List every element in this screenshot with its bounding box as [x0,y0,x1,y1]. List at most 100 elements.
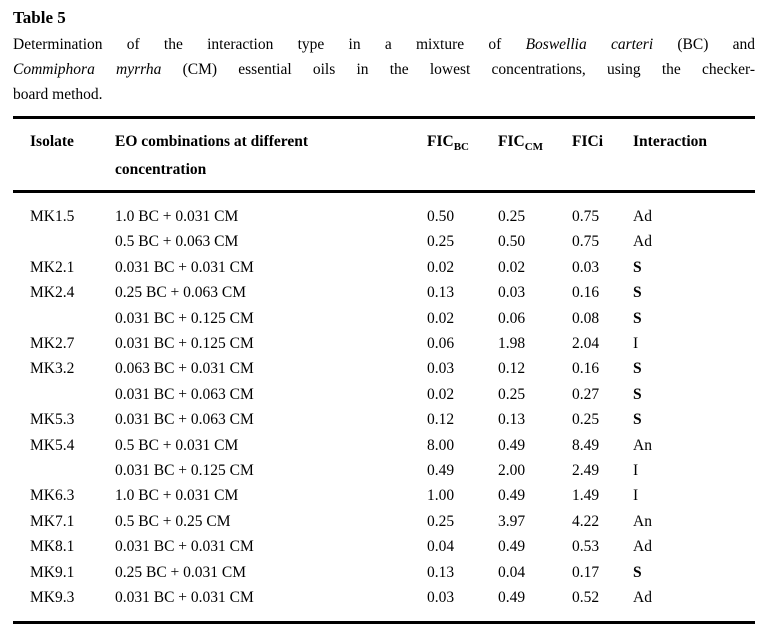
cell-fic-bc: 1.00 [427,487,455,505]
cell-eo-combination: 0.031 BC + 0.063 CM [115,411,254,429]
cell-isolate: MK9.1 [30,563,75,581]
cell-isolate: MK5.4 [30,436,75,454]
caption-text: (BC) and [653,36,755,53]
cell-interaction: Ad [633,538,652,556]
cell-fic-cm: 0.50 [498,233,526,251]
cell-fici: 1.49 [572,487,600,505]
cell-eo-combination: 0.25 BC + 0.063 CM [115,284,247,302]
cell-fic-cm: 0.12 [498,360,526,378]
cell-isolate: MK2.4 [30,284,75,302]
fic-bc-subscript: BC [453,141,469,154]
cell-interaction: I [633,487,639,505]
cell-eo-combination: 0.031 BC + 0.031 CM [115,538,254,556]
cell-interaction: S [633,563,642,581]
table-row: 0.5 BC + 0.063 CM 0.25 0.50 0.75 Ad [13,229,755,254]
table-row: MK2.4 0.25 BC + 0.063 CM 0.13 0.03 0.16 … [13,280,755,305]
cell-fic-cm: 0.49 [498,487,526,505]
cell-isolate: MK9.3 [30,589,75,607]
cell-fic-bc: 0.25 [427,233,455,251]
cell-isolate [13,306,115,331]
cell-fic-bc: 0.02 [427,258,455,276]
cell-interaction: S [633,385,642,403]
cell-isolate: MK7.1 [30,512,75,530]
cell-fic-bc: 0.03 [427,589,455,607]
caption-line-1: Determination of the interaction type in… [13,32,755,57]
cell-isolate: MK3.2 [30,360,75,378]
cell-fic-cm: 2.00 [498,462,526,480]
cell-fic-bc: 8.00 [427,436,455,454]
cell-eo-combination: 0.031 BC + 0.031 CM [115,589,254,607]
cell-interaction: S [633,309,642,327]
cell-isolate [13,458,115,483]
cell-interaction: Ad [633,208,652,225]
table-row: 0.031 BC + 0.063 CM 0.02 0.25 0.27 S [13,382,755,407]
cell-eo-combination: 1.0 BC + 0.031 CM [115,208,239,225]
cell-fic-cm: 0.49 [498,538,526,556]
cell-eo-combination: 0.031 BC + 0.063 CM [115,385,254,403]
column-header-fici: FICi [572,117,633,193]
cell-fic-bc: 0.13 [427,284,455,302]
table-row: MK5.4 0.5 BC + 0.031 CM 8.00 0.49 8.49 A… [13,433,755,458]
cell-fici: 4.22 [572,512,600,530]
cell-eo-combination: 0.5 BC + 0.25 CM [115,512,231,530]
table-row: MK9.1 0.25 BC + 0.031 CM 0.13 0.04 0.17 … [13,560,755,585]
caption-text: Determination of the interaction type in… [13,36,526,53]
cell-fic-cm: 0.49 [498,589,526,607]
cell-fic-bc: 0.13 [427,563,455,581]
cell-eo-combination: 0.5 BC + 0.031 CM [115,436,239,454]
cell-fici: 0.53 [572,538,600,556]
cell-eo-combination: 0.031 BC + 0.031 CM [115,258,254,276]
caption-line-2: Commiphora myrrha (CM) essential oils in… [13,57,755,82]
cell-isolate: MK2.7 [30,335,75,353]
cell-fic-cm: 0.03 [498,284,526,302]
cell-eo-combination: 0.25 BC + 0.031 CM [115,563,247,581]
column-header-interaction: Interaction [633,117,755,193]
cell-interaction: S [633,411,642,429]
cell-interaction: S [633,258,642,276]
cell-isolate [13,229,115,254]
cell-fic-cm: 0.25 [498,385,526,403]
cell-interaction: S [633,284,642,302]
cell-fic-cm: 0.04 [498,563,526,581]
column-header-eo-combinations: EO combinations at different concentrati… [115,117,427,193]
column-header-fic-cm: FICCM [498,117,572,193]
cell-fic-bc: 0.49 [427,462,455,480]
cell-eo-combination: 0.031 BC + 0.125 CM [115,335,254,353]
cell-fic-bc: 0.25 [427,512,455,530]
cell-isolate [13,382,115,407]
cell-fic-bc: 0.04 [427,538,455,556]
table-row: MK7.1 0.5 BC + 0.25 CM 0.25 3.97 4.22 An [13,509,755,534]
table-row: MK9.3 0.031 BC + 0.031 CM 0.03 0.49 0.52… [13,585,755,622]
cell-interaction: An [633,436,652,454]
results-table: Isolate EO combinations at different con… [13,116,755,624]
cell-fici: 0.25 [572,411,600,429]
cell-fici: 8.49 [572,436,600,454]
cell-interaction: I [633,462,639,480]
cell-fic-cm: 0.02 [498,258,526,276]
fic-cm-subscript: CM [524,141,544,154]
table-header-row: Isolate EO combinations at different con… [13,117,755,193]
cell-fic-cm: 0.25 [498,208,526,225]
cell-fici: 0.27 [572,385,600,403]
cell-isolate: MK2.1 [30,258,75,276]
cell-fici: 2.04 [572,335,600,353]
cell-fic-cm: 3.97 [498,512,526,530]
cell-interaction: An [633,512,652,530]
cell-eo-combination: 1.0 BC + 0.031 CM [115,487,239,505]
cell-fic-bc: 0.06 [427,335,455,353]
table-number-title: Table 5 [13,8,66,27]
cell-fici: 0.16 [572,284,600,302]
table-row: MK6.3 1.0 BC + 0.031 CM 1.00 0.49 1.49 I [13,483,755,508]
cell-fic-bc: 0.12 [427,411,455,429]
cell-eo-combination: 0.063 BC + 0.031 CM [115,360,254,378]
caption-text: (CM) essential oils in the lowest concen… [161,61,756,78]
cell-interaction: S [633,360,642,378]
cell-fici: 2.49 [572,462,600,480]
cell-interaction: Ad [633,233,652,251]
cell-fici: 0.75 [572,208,600,225]
cell-fic-bc: 0.03 [427,360,455,378]
species-name-commiphora: Commiphora myrrha [13,61,162,78]
cell-fici: 0.08 [572,309,600,327]
cell-fici: 0.52 [572,589,600,607]
